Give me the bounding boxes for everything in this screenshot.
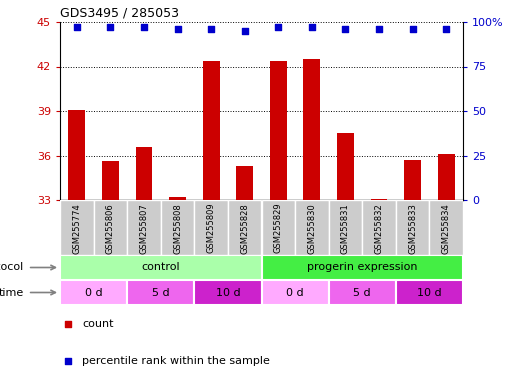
Bar xyxy=(60,255,262,280)
Point xyxy=(73,24,81,30)
Bar xyxy=(194,200,228,255)
Bar xyxy=(203,61,220,200)
Point xyxy=(207,26,215,32)
Bar xyxy=(169,197,186,200)
Bar xyxy=(262,255,463,280)
Text: GSM255831: GSM255831 xyxy=(341,203,350,253)
Bar xyxy=(93,200,127,255)
Text: control: control xyxy=(142,263,180,273)
Bar xyxy=(404,160,421,200)
Bar xyxy=(438,154,455,200)
Text: 10 d: 10 d xyxy=(417,288,442,298)
Bar xyxy=(68,109,85,200)
Text: protocol: protocol xyxy=(0,263,24,273)
Text: 0 d: 0 d xyxy=(85,288,103,298)
Text: GSM255808: GSM255808 xyxy=(173,203,182,253)
Bar xyxy=(396,280,463,305)
Bar xyxy=(362,200,396,255)
Point xyxy=(341,26,349,32)
Point xyxy=(308,24,316,30)
Bar xyxy=(329,280,396,305)
Text: GSM255828: GSM255828 xyxy=(240,203,249,253)
Bar xyxy=(135,147,152,200)
Point xyxy=(331,169,339,175)
Point xyxy=(408,26,417,32)
Point xyxy=(274,24,282,30)
Point xyxy=(442,26,450,32)
Text: percentile rank within the sample: percentile rank within the sample xyxy=(82,356,270,366)
Text: GSM255833: GSM255833 xyxy=(408,203,417,253)
Bar xyxy=(102,161,119,200)
Bar xyxy=(60,280,127,305)
Bar xyxy=(396,200,429,255)
Bar xyxy=(295,200,329,255)
Text: GDS3495 / 285053: GDS3495 / 285053 xyxy=(60,7,179,20)
Point xyxy=(375,26,383,32)
Text: 10 d: 10 d xyxy=(215,288,240,298)
Text: GSM255832: GSM255832 xyxy=(374,203,384,253)
Text: GSM255829: GSM255829 xyxy=(274,203,283,253)
Bar xyxy=(337,133,354,200)
Text: time: time xyxy=(0,288,24,298)
Text: GSM255830: GSM255830 xyxy=(307,203,317,253)
Text: GSM255806: GSM255806 xyxy=(106,203,115,253)
Text: 5 d: 5 d xyxy=(152,288,170,298)
Bar xyxy=(329,200,362,255)
Bar xyxy=(304,59,320,200)
Bar xyxy=(60,200,93,255)
Bar xyxy=(270,61,287,200)
Bar xyxy=(262,200,295,255)
Text: progerin expression: progerin expression xyxy=(307,263,418,273)
Text: GSM255807: GSM255807 xyxy=(140,203,148,253)
Bar xyxy=(228,200,262,255)
Text: count: count xyxy=(82,319,114,329)
Text: GSM255809: GSM255809 xyxy=(207,203,215,253)
Bar xyxy=(161,200,194,255)
Bar xyxy=(262,280,329,305)
Point xyxy=(106,24,114,30)
Bar xyxy=(127,200,161,255)
Bar xyxy=(236,166,253,200)
Text: GSM255834: GSM255834 xyxy=(442,203,451,253)
Text: 0 d: 0 d xyxy=(286,288,304,298)
Bar xyxy=(194,280,262,305)
Bar xyxy=(371,199,387,200)
Point xyxy=(173,26,182,32)
Point xyxy=(241,28,249,34)
Text: GSM255774: GSM255774 xyxy=(72,203,81,253)
Text: 5 d: 5 d xyxy=(353,288,371,298)
Bar xyxy=(127,280,194,305)
Bar xyxy=(429,200,463,255)
Point xyxy=(140,24,148,30)
